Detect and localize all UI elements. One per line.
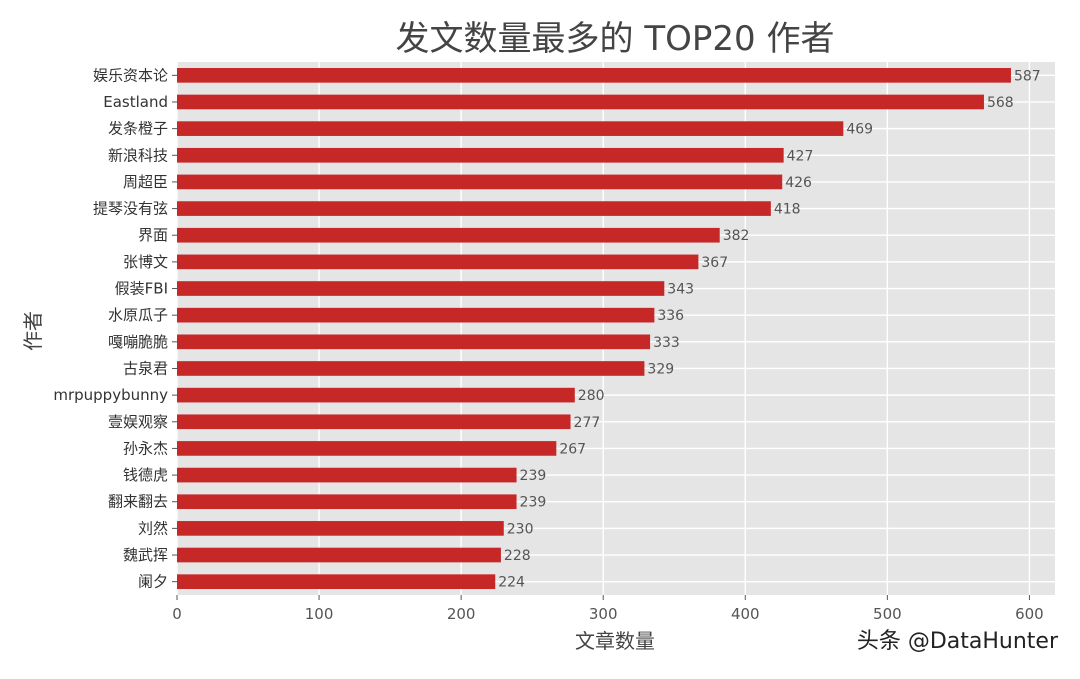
y-tick-label: 孙永杰 xyxy=(123,439,168,457)
bar-value-label: 382 xyxy=(723,228,750,244)
bars xyxy=(177,67,1011,590)
bar-value-label: 343 xyxy=(667,282,694,298)
x-tick-label: 600 xyxy=(1015,605,1044,623)
bar-value-label: 277 xyxy=(574,415,601,431)
x-tick-labels: 0 100 200 300 400 500 600 xyxy=(172,595,1044,623)
bar xyxy=(177,94,984,110)
x-tick-label: 300 xyxy=(589,605,618,623)
bar-value-label: 329 xyxy=(647,361,674,377)
bar xyxy=(177,494,517,510)
bar-value-label: 239 xyxy=(520,495,547,511)
bar xyxy=(177,441,557,456)
x-axis-label: 文章数量 xyxy=(575,629,655,653)
bar-value-label: 230 xyxy=(507,521,534,537)
y-axis-label: 作者 xyxy=(21,311,45,351)
bar-value-label: 228 xyxy=(504,548,531,564)
y-tick-label: 水原瓜子 xyxy=(108,306,168,324)
x-tick-label: 0 xyxy=(172,605,182,623)
bar xyxy=(177,254,699,270)
x-tick-label: 500 xyxy=(873,605,902,623)
y-tick-label: 发条橙子 xyxy=(108,120,168,138)
bar xyxy=(177,227,720,243)
bar-value-label: 280 xyxy=(578,388,605,404)
bar xyxy=(177,547,501,563)
y-tick-label: 周超臣 xyxy=(123,173,168,191)
y-tick-label: 张博文 xyxy=(123,253,168,271)
y-tick-label: mrpuppybunny xyxy=(53,386,168,404)
y-tick-label: 阑夕 xyxy=(138,573,168,591)
y-tick-label: 钱德虎 xyxy=(123,466,168,484)
bar xyxy=(177,67,1011,83)
x-tick-label: 100 xyxy=(305,605,334,623)
y-tick-label: Eastland xyxy=(103,93,168,111)
bar xyxy=(177,307,655,323)
y-tick-label: 古泉君 xyxy=(123,359,168,377)
bar xyxy=(177,361,645,376)
y-tick-label: 假装FBI xyxy=(115,280,168,298)
bar-value-label: 336 xyxy=(657,308,684,324)
bar xyxy=(177,174,783,190)
bar-value-label: 427 xyxy=(787,148,814,164)
bar-value-label: 333 xyxy=(653,335,680,351)
y-tick-label: 提琴没有弦 xyxy=(93,200,168,218)
y-tick-label: 魏武挥 xyxy=(123,546,168,564)
bar-value-label: 469 xyxy=(846,122,873,138)
bar-value-label: 239 xyxy=(520,468,547,484)
y-tick-label: 娱乐资本论 xyxy=(93,66,168,84)
bar-value-label: 267 xyxy=(559,441,586,457)
y-tick-label: 界面 xyxy=(138,226,168,244)
x-tick-label: 400 xyxy=(731,605,760,623)
bar xyxy=(177,201,771,216)
bar xyxy=(177,521,504,536)
bar xyxy=(177,414,571,430)
bar-value-label: 587 xyxy=(1014,68,1041,84)
watermark: 头条 @DataHunter xyxy=(857,629,1059,654)
bar xyxy=(177,467,517,483)
y-tick-label: 翻来翻去 xyxy=(108,493,168,511)
x-tick-label: 200 xyxy=(447,605,476,623)
y-tick-label: 刘然 xyxy=(138,519,168,537)
bar xyxy=(177,387,575,403)
bar xyxy=(177,334,651,350)
bar xyxy=(177,281,665,296)
bar xyxy=(177,121,844,136)
bar xyxy=(177,574,496,590)
y-tick-label: 壹娱观察 xyxy=(108,413,168,431)
bar-value-label: 418 xyxy=(774,202,801,218)
plot-background xyxy=(177,62,1055,595)
bar-value-label: 224 xyxy=(498,575,525,591)
bar-value-label: 568 xyxy=(987,95,1014,111)
y-tick-label: 新浪科技 xyxy=(108,146,168,164)
bar-value-label: 426 xyxy=(785,175,812,191)
chart-title: 发文数量最多的 TOP20 作者 xyxy=(396,19,835,59)
y-tick-label: 嘎嘣脆脆 xyxy=(108,333,168,351)
bar xyxy=(177,147,784,163)
bar-value-label: 367 xyxy=(701,255,728,271)
